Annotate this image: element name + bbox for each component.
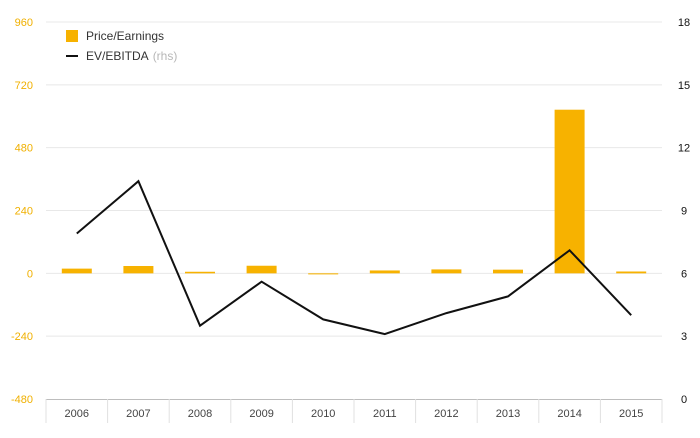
x-axis-tick-label: 2015 <box>619 408 643 420</box>
legend-label-price-earnings: Price/Earnings <box>86 29 165 43</box>
x-axis-tick-label: 2014 <box>557 408 581 420</box>
bar <box>554 109 585 274</box>
left-axis-tick-label: 960 <box>15 17 33 29</box>
bar <box>431 269 462 274</box>
right-axis: 18 15 12 9 6 3 0 <box>678 17 690 406</box>
bar <box>369 270 400 274</box>
x-axis-tick-label: 2013 <box>496 408 520 420</box>
right-axis-tick-label: 18 <box>678 17 690 29</box>
x-axis-tick-label: 2006 <box>65 408 89 420</box>
right-axis-tick-label: 6 <box>681 268 687 280</box>
left-axis-tick-label: -480 <box>11 394 33 406</box>
bar <box>123 266 154 274</box>
bar <box>493 269 523 274</box>
x-axis-tick-label: 2010 <box>311 408 335 420</box>
right-axis-tick-label: 12 <box>678 143 690 155</box>
x-axis-tick-label: 2012 <box>434 408 458 420</box>
left-axis-tick-label: 240 <box>15 206 33 218</box>
bar <box>616 271 647 274</box>
bars <box>61 109 647 275</box>
legend-item-price-earnings: Price/Earnings <box>66 26 177 46</box>
bar <box>185 271 215 274</box>
legend: Price/Earnings EV/EBITDA (rhs) <box>66 26 177 66</box>
series-line <box>76 179 632 336</box>
bar <box>61 268 92 274</box>
left-axis-tick-label: 720 <box>15 80 33 92</box>
x-axis: 2006 2007 2008 2009 2010 2011 2012 2013 2014 2015 <box>45 399 663 423</box>
left-axis-tick-label: -240 <box>11 331 33 343</box>
right-axis-tick-label: 3 <box>681 331 687 343</box>
left-axis-tick-label: 480 <box>15 143 33 155</box>
x-axis-tick-label: 2008 <box>188 408 212 420</box>
right-axis-tick-label: 15 <box>678 80 690 92</box>
legend-line-swatch <box>66 55 78 57</box>
legend-item-ev-ebitda: EV/EBITDA (rhs) <box>66 46 177 66</box>
legend-suffix-rhs: (rhs) <box>152 49 178 63</box>
left-axis: 960 720 480 240 0 -240 -480 <box>11 17 33 406</box>
bar <box>308 273 339 275</box>
x-axis-tick-label: 2009 <box>249 408 273 420</box>
legend-bar-swatch <box>66 30 78 42</box>
x-axis-tick-label: 2007 <box>126 408 150 420</box>
lines <box>76 179 632 336</box>
left-axis-tick-label: 0 <box>27 268 33 280</box>
bar <box>246 265 277 274</box>
right-axis-tick-label: 9 <box>681 206 687 218</box>
legend-label-ev-ebitda: EV/EBITDA <box>86 49 149 63</box>
right-axis-tick-label: 0 <box>681 394 687 406</box>
x-axis-tick-label: 2011 <box>373 408 397 420</box>
